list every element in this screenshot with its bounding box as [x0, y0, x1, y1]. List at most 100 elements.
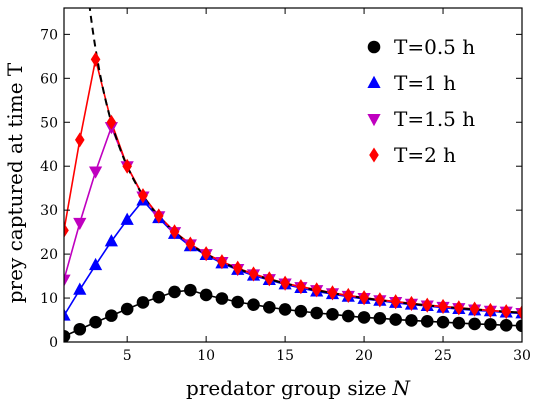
y-tick-label: 70 — [40, 27, 58, 43]
legend-label-1: T=0.5 h — [394, 35, 475, 59]
series-1-point — [105, 309, 118, 322]
series-4-point — [501, 304, 512, 320]
series-1-point — [452, 316, 466, 330]
series-4-point — [64, 222, 69, 238]
series-4-point — [169, 224, 180, 240]
y-tick-label: 30 — [40, 203, 58, 219]
series-1-point — [389, 313, 402, 326]
y-tick-label: 20 — [40, 247, 58, 263]
y-tick-label: 0 — [49, 335, 58, 351]
series-4-point — [232, 260, 243, 276]
series-4-point — [311, 282, 322, 298]
series-3-point — [88, 166, 103, 179]
series-4-point — [138, 188, 148, 204]
series-3-point — [73, 217, 87, 231]
series-4-point — [248, 266, 259, 282]
series-1-point — [263, 300, 276, 314]
series-1-point — [278, 303, 292, 316]
series-4-point — [201, 246, 211, 262]
series-4-point — [106, 114, 117, 130]
series-4-point — [74, 132, 85, 148]
series-4-point — [438, 298, 448, 314]
series-4-point — [375, 292, 385, 308]
series-1-point — [73, 322, 87, 336]
plot-frame — [63, 7, 523, 343]
series-line-4 — [64, 59, 522, 314]
legend-label-2: T=1 h — [394, 71, 456, 95]
series-1-point — [373, 311, 387, 325]
legend-marker-1 — [367, 40, 381, 54]
series-1-point — [326, 308, 339, 321]
series-1-point — [89, 315, 102, 329]
series-4-point — [454, 300, 464, 316]
x-tick-label: 10 — [197, 348, 215, 364]
y-tick-label: 10 — [40, 291, 58, 307]
plot-clip-group — [64, 8, 522, 342]
series-1-point — [294, 304, 308, 318]
series-1-point — [120, 302, 134, 316]
series-4-point — [485, 302, 496, 318]
series-4-point — [359, 290, 369, 306]
y-tick-label: 40 — [40, 159, 58, 175]
legend: T=0.5 h T=1 h T=1.5 h T=2 h — [367, 35, 475, 167]
series-4-point — [122, 158, 132, 174]
series-1-point — [436, 315, 450, 329]
series-4-point — [327, 285, 338, 301]
series-1-point — [405, 314, 418, 327]
series-1-point — [310, 306, 323, 320]
series-1-point — [420, 315, 434, 328]
y-tick-label: 50 — [40, 115, 58, 131]
series-2-point — [73, 282, 87, 295]
series-4-point — [217, 254, 227, 270]
x-axis-label-text: predator group size — [186, 376, 386, 400]
series-4-point — [469, 301, 480, 317]
series-2-point — [64, 308, 71, 321]
y-axis-label: prey captured at time T — [3, 62, 27, 303]
x-tick-label: 25 — [434, 348, 452, 364]
series-2-point — [120, 212, 134, 225]
x-tick-label: 30 — [513, 348, 531, 364]
series-3-point — [64, 274, 71, 287]
legend-marker-4 — [369, 147, 379, 163]
series-1-point — [64, 329, 71, 342]
series-4-point — [280, 275, 290, 291]
series-4-point — [390, 294, 401, 310]
legend-marker-3 — [367, 114, 381, 127]
series-line-2 — [64, 199, 522, 317]
x-tick-label: 5 — [123, 348, 132, 364]
plot-area: 5 10 15 20 25 30 0 10 20 30 40 50 60 70 — [40, 7, 531, 364]
series-1-point — [515, 319, 522, 333]
series-1-point — [499, 319, 513, 332]
series-1-point — [168, 285, 181, 299]
series-1-point — [357, 311, 371, 324]
y-tick-label: 60 — [40, 71, 58, 87]
x-tick-label: 20 — [355, 348, 373, 364]
series-1-point — [231, 295, 245, 309]
series-1-point — [468, 317, 481, 331]
x-axis-label: predator group size N — [186, 376, 411, 400]
series-4-point — [406, 295, 417, 311]
series-1-point — [247, 298, 260, 311]
series-1-point — [199, 288, 213, 302]
series-2-point — [88, 257, 103, 271]
series-4-point — [185, 236, 196, 252]
x-axis-label-variable: N — [391, 376, 411, 400]
series-2-point — [104, 234, 118, 247]
series-4-point — [90, 51, 101, 67]
series-4-point — [343, 287, 354, 303]
x-tick-label: 15 — [276, 348, 294, 364]
series-4-point — [153, 208, 164, 224]
series-4-point — [264, 271, 275, 287]
series-1-point — [215, 292, 229, 305]
legend-label-4: T=2 h — [394, 143, 456, 167]
series-4-point — [422, 297, 433, 313]
series-1-point — [341, 309, 355, 323]
series-1-point — [152, 290, 166, 304]
series-4-point — [296, 279, 306, 295]
series-1-point — [136, 296, 150, 309]
legend-label-3: T=1.5 h — [394, 107, 475, 131]
legend-marker-2 — [367, 75, 381, 88]
series-4-point — [517, 305, 522, 321]
series-1-point — [184, 283, 197, 297]
